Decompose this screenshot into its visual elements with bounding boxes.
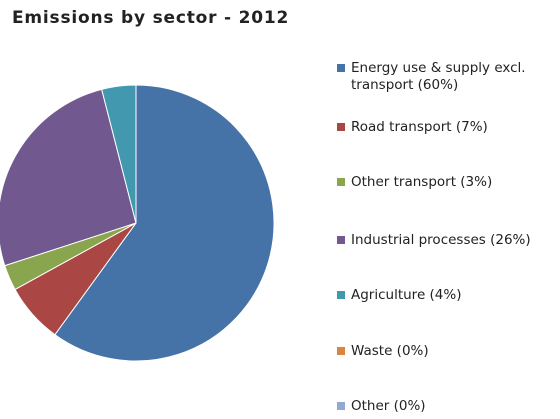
legend-item-other: Other (0%) [337,398,559,415]
legend-label-energy: Energy use & supply excl. transport (60%… [351,60,526,93]
legend-item-other-transport: Other transport (3%) [337,174,559,191]
pie-slice-3 [0,88,137,267]
legend-item-waste: Waste (0%) [337,343,559,360]
legend-swatch-agriculture [337,291,345,299]
legend-label-agriculture: Agriculture (4%) [351,287,462,303]
chart-title: Emissions by sector - 2012 [12,8,290,28]
legend-swatch-other [337,402,345,410]
legend-label-other: Other (0%) [351,398,426,414]
legend-label-waste: Waste (0%) [351,343,429,359]
legend-swatch-energy [337,64,345,72]
legend-swatch-waste [337,347,345,355]
legend-item-industrial-processes: Industrial processes (26%) [337,232,559,249]
legend-label-road-transport: Road transport (7%) [351,119,488,135]
pie-slice-4 [101,84,137,224]
legend-item-energy: Energy use & supply excl. transport (60%… [337,60,559,94]
pie-slice-0 [54,84,275,362]
legend-label-industrial-processes: Industrial processes (26%) [351,232,531,248]
legend-item-road-transport: Road transport (7%) [337,119,559,136]
legend-swatch-road-transport [337,123,345,131]
legend-item-agriculture: Agriculture (4%) [337,287,559,304]
legend-swatch-industrial-processes [337,236,345,244]
legend-swatch-other-transport [337,178,345,186]
legend-label-other-transport: Other transport (3%) [351,174,493,190]
